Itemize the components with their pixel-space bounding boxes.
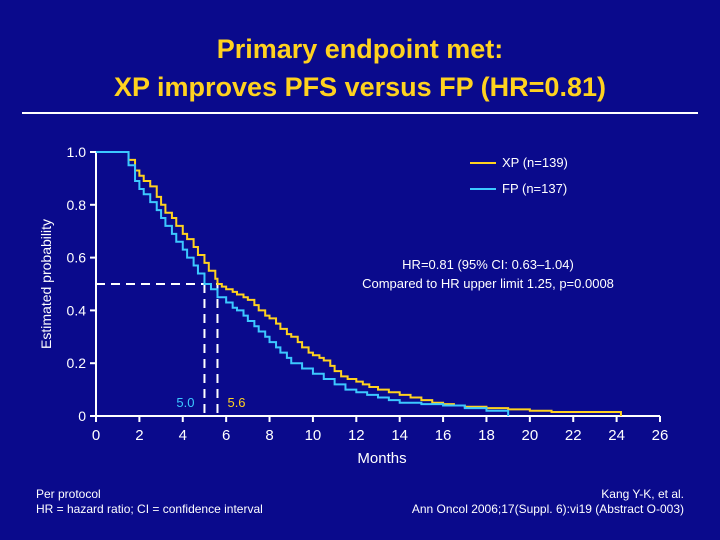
x-tick-label: 22	[565, 427, 582, 444]
title-line-1: Primary endpoint met:	[216, 34, 504, 64]
x-tick-label: 20	[522, 427, 539, 444]
footnote-per-protocol: Per protocol	[36, 487, 101, 501]
footnote-right: Kang Y-K, et al. Ann Oncol 2006;17(Suppl…	[412, 487, 684, 517]
citation-source: Ann Oncol 2006;17(Suppl. 6):vi19 (Abstra…	[411, 502, 684, 516]
slide-title: Primary endpoint met: XP improves PFS ve…	[0, 30, 720, 106]
hr-annotation-line-1: HR=0.81 (95% CI: 0.63–1.04)	[402, 257, 574, 272]
x-tick-label: 12	[348, 427, 365, 444]
x-tick-label: 8	[265, 427, 273, 444]
x-tick-label: 24	[608, 427, 625, 444]
legend: XP (n=139) FP (n=137)	[470, 155, 568, 196]
km-curve-xp	[96, 151, 622, 416]
x-tick-label: 2	[135, 427, 143, 444]
y-tick-label: 0.8	[67, 197, 87, 213]
x-tick-label: 10	[305, 427, 322, 444]
y-tick-label: 0.6	[67, 250, 87, 266]
hr-annotation-line-2: Compared to HR upper limit 1.25, p=0.000…	[362, 276, 614, 291]
y-tick-label: 0	[78, 408, 86, 424]
title-line-2: XP improves PFS versus FP (HR=0.81)	[114, 72, 606, 102]
x-tick-label: 14	[391, 427, 408, 444]
y-tick-label: 0.4	[67, 302, 87, 318]
title-divider	[22, 112, 698, 114]
km-curve-fp	[96, 151, 510, 416]
x-tick-label: 18	[478, 427, 495, 444]
x-axis-label: Months	[357, 450, 406, 467]
x-tick-label: 4	[179, 427, 187, 444]
y-tick-label: 0.2	[67, 355, 87, 371]
y-axis-label: Estimated probability	[38, 219, 54, 349]
x-tick-label: 26	[652, 427, 669, 444]
x-tick-label: 0	[92, 427, 100, 444]
legend-label-xp: XP (n=139)	[502, 155, 568, 170]
citation-authors: Kang Y-K, et al.	[601, 487, 684, 501]
footnote-left: Per protocol HR = hazard ratio; CI = con…	[36, 487, 263, 517]
legend-label-fp: FP (n=137)	[502, 181, 567, 196]
x-tick-label: 16	[435, 427, 452, 444]
footnote-abbreviations: HR = hazard ratio; CI = confidence inter…	[36, 502, 263, 516]
y-tick-label: 1.0	[67, 144, 87, 160]
x-tick-label: 6	[222, 427, 230, 444]
median-label: 5.0	[176, 395, 194, 410]
median-label: 5.6	[227, 395, 245, 410]
